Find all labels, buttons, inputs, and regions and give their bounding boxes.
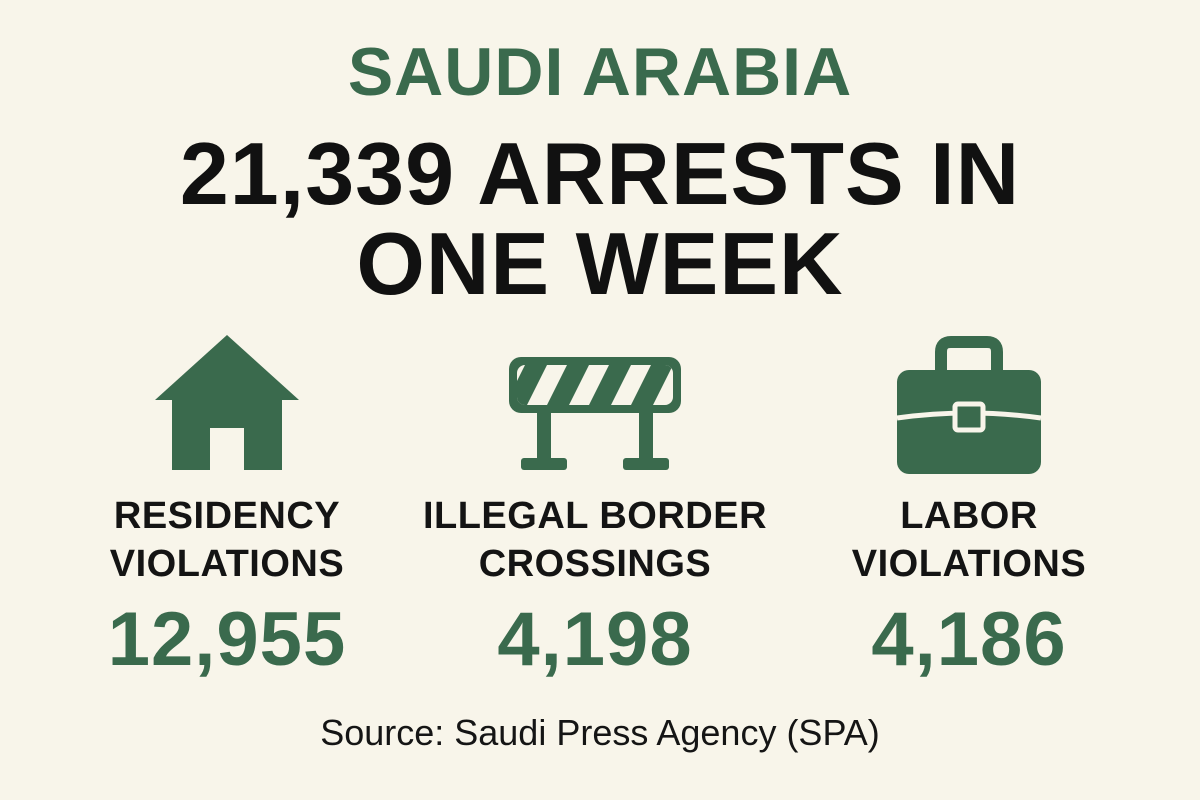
stat-residency: RESIDENCY VIOLATIONS 12,955 [27,330,427,690]
stat-label: RESIDENCY VIOLATIONS [27,492,427,588]
briefcase-icon [869,330,1069,480]
stat-label-line-1: LABOR [900,495,1038,537]
stat-labor: LABOR VIOLATIONS 4,186 [769,330,1169,690]
headline-line-1: 21,339 ARRESTS IN [179,124,1021,223]
house-icon [127,330,327,480]
stat-label-line-2: CROSSINGS [478,543,712,585]
stat-label-line-2: VIOLATIONS [851,543,1087,585]
stat-label: LABOR VIOLATIONS [769,492,1169,588]
barrier-icon [495,330,695,480]
stat-label-line-1: ILLEGAL BORDER [422,495,768,537]
stat-border-crossings: ILLEGAL BORDER CROSSINGS 4,198 [395,330,795,690]
stat-value: 4,198 [497,597,693,682]
stat-value: 4,186 [871,597,1067,682]
headline-line-2: ONE WEEK [356,214,844,313]
region-title: SAUDI ARABIA [347,34,853,110]
stat-value: 12,955 [107,597,347,682]
stat-label-line-2: VIOLATIONS [109,543,345,585]
source-line: Source: Saudi Press Agency (SPA) [320,712,880,753]
stat-label: ILLEGAL BORDER CROSSINGS [395,492,795,588]
stat-label-line-1: RESIDENCY [113,495,341,537]
